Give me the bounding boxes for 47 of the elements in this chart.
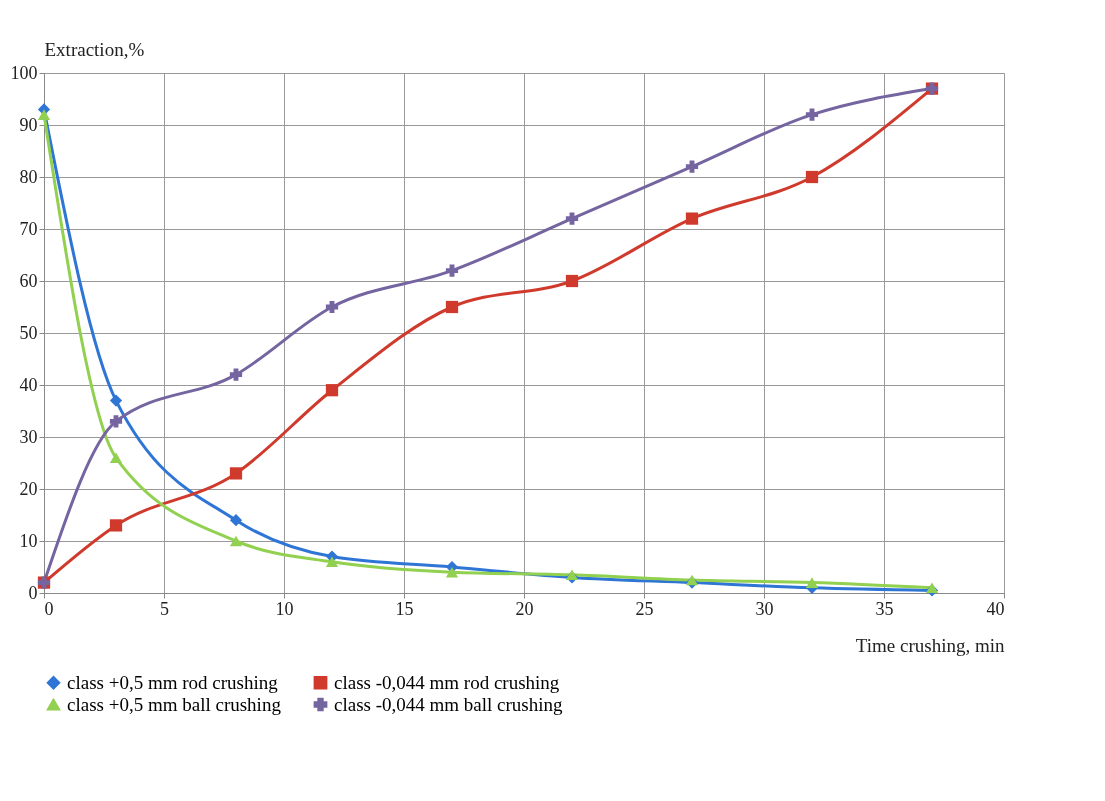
legend-label: class +0,5 mm rod crushing <box>67 671 279 693</box>
point <box>805 170 819 184</box>
x-tick-label: 20 <box>515 598 534 619</box>
y-tick-label: 20 <box>19 478 38 499</box>
y-tick-label: 10 <box>19 530 38 551</box>
x-tick-label: 30 <box>755 598 774 619</box>
point <box>805 577 819 588</box>
x-tick-label: 35 <box>875 598 894 619</box>
x-tick-label: 0 <box>44 598 54 619</box>
point <box>109 452 123 464</box>
point <box>229 368 243 381</box>
y-tick-label: 90 <box>19 114 38 135</box>
point <box>109 415 123 428</box>
y-tick-label: 50 <box>19 322 38 343</box>
legend-label: class -0,044 mm rod crushing <box>334 671 560 693</box>
x-tick-label: 10 <box>275 598 294 619</box>
x-tick-label: 5 <box>160 598 169 619</box>
y-tick-label: 70 <box>19 218 38 239</box>
point <box>109 394 123 407</box>
point <box>565 212 579 225</box>
point <box>565 274 579 288</box>
point <box>805 108 819 121</box>
point <box>445 264 459 277</box>
point <box>109 519 123 532</box>
point <box>229 514 243 527</box>
y-tick-label: 100 <box>10 62 38 83</box>
point <box>685 160 699 173</box>
y-tick-label: 40 <box>19 374 38 395</box>
x-tick-label: 15 <box>395 598 414 619</box>
point <box>445 566 459 578</box>
point <box>445 300 459 314</box>
y-tick-label: 80 <box>19 166 38 187</box>
x-axis-title: Time crushing, min <box>855 634 1005 656</box>
point <box>685 212 699 225</box>
y-axis-title: Extraction,% <box>44 38 145 60</box>
y-tick-label: 30 <box>19 426 38 447</box>
y-tick-label: 0 <box>28 582 38 603</box>
x-tick-label: 25 <box>635 598 654 619</box>
legend-label: class -0,044 mm ball crushing <box>334 693 563 715</box>
point <box>325 556 339 568</box>
y-tick-label: 60 <box>19 270 38 291</box>
point <box>229 467 243 480</box>
point <box>325 384 339 397</box>
point <box>37 109 51 120</box>
x-tick-label: 40 <box>986 598 1005 619</box>
legend-label: class +0,5 mm ball crushing <box>67 693 282 715</box>
point <box>229 535 243 547</box>
